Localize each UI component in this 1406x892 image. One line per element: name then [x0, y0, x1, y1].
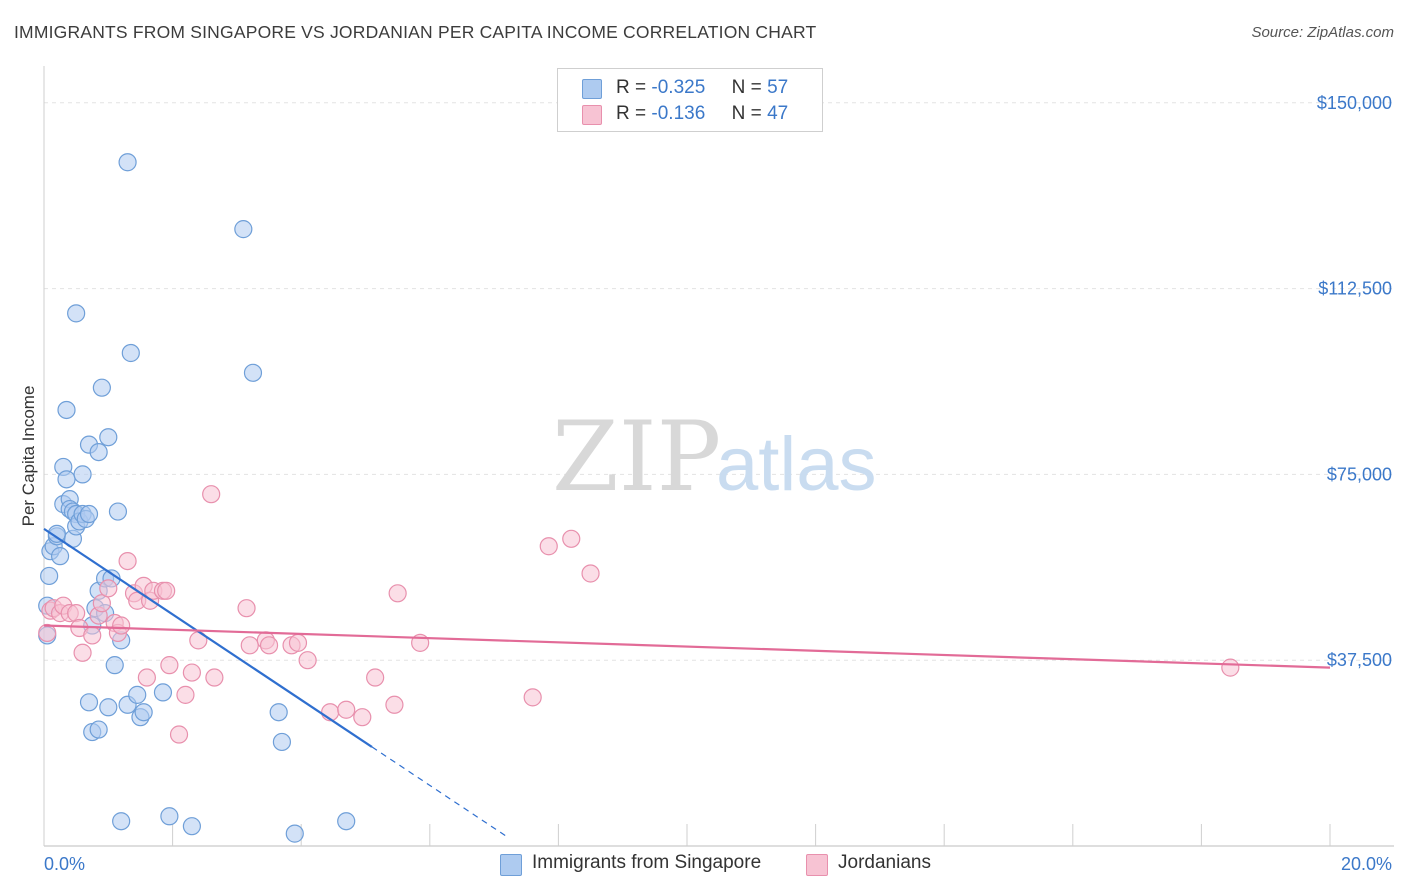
- singapore-trend-extension: [371, 746, 508, 838]
- tick-labels: $37,500 $75,000 $112,500 $150,000 0.0% 20.0%: [44, 93, 1392, 874]
- jordanian-point: [157, 581, 176, 600]
- y-tick-label: $150,000: [1317, 93, 1392, 113]
- jordanian-point: [240, 636, 259, 655]
- singapore-point: [105, 656, 124, 675]
- stats-legend: R = -0.325 N = 57 R = -0.136 N = 47: [557, 68, 823, 132]
- singapore-trend-line: [43, 527, 373, 748]
- y-tick-label: $37,500: [1327, 650, 1392, 670]
- jordanian-point: [237, 599, 256, 618]
- axes: [43, 66, 1394, 847]
- jordanian-point: [288, 633, 308, 652]
- singapore-point: [285, 824, 304, 843]
- jordanian-point: [353, 708, 372, 727]
- jordanian-point: [205, 668, 224, 687]
- singapore-point: [160, 807, 179, 826]
- legend-n-label: N =: [731, 103, 762, 124]
- jordanian-point: [38, 623, 57, 643]
- singapore-point: [243, 363, 263, 382]
- singapore-point: [57, 400, 76, 420]
- jordanian-point: [202, 485, 221, 504]
- x-tick-label: 0.0%: [44, 854, 85, 874]
- singapore-point: [118, 153, 137, 172]
- jordanian-point: [160, 656, 179, 675]
- bottom-legend-label: Jordanians: [838, 852, 931, 873]
- jordanian-point: [523, 688, 542, 707]
- jordanian-point: [112, 616, 131, 635]
- chart-title: IMMIGRANTS FROM SINGAPORE VS JORDANIAN P…: [14, 22, 817, 42]
- singapore-point: [234, 220, 253, 239]
- bottom-legend-label: Immigrants from Singapore: [532, 852, 762, 873]
- singapore-point: [128, 685, 147, 704]
- jordanian-point: [562, 529, 581, 548]
- jordanian-point: [259, 636, 279, 655]
- singapore-point: [92, 378, 111, 397]
- singapore-point: [67, 304, 86, 323]
- singapore-point: [272, 732, 292, 752]
- jordanian-trend-line: [43, 624, 1331, 669]
- jordanian-point: [539, 537, 558, 556]
- singapore-point: [50, 547, 70, 566]
- watermark-zip: ZIP: [552, 401, 721, 513]
- x-tick-label: 20.0%: [1341, 854, 1392, 874]
- jordanian-point: [1221, 658, 1240, 677]
- singapore-point: [73, 465, 92, 484]
- y-tick-label: $112,500: [1318, 279, 1392, 299]
- singapore-point: [121, 343, 140, 363]
- watermark: ZIP atlas: [552, 401, 877, 513]
- jordanian-point: [366, 668, 385, 687]
- gridlines: [44, 102, 1394, 661]
- jordanian-point: [388, 584, 407, 603]
- legend-n-value: 57: [767, 77, 789, 98]
- singapore-point: [153, 683, 173, 702]
- jordanian-point: [83, 626, 102, 645]
- singapore-point: [134, 703, 153, 722]
- jordanian-point: [182, 663, 201, 682]
- legend-swatch-pink: [582, 105, 602, 125]
- singapore-point: [89, 442, 108, 462]
- jordanian-point: [118, 551, 137, 571]
- jordanian-point: [169, 725, 189, 744]
- jordanian-point: [298, 651, 317, 670]
- legend-r-label: R =: [616, 77, 647, 98]
- singapore-point: [79, 693, 99, 712]
- singapore-point: [89, 720, 108, 739]
- legend-n-label: N =: [731, 77, 762, 98]
- y-axis-label: Per Capita Income: [19, 386, 38, 527]
- bottom-legend-swatch-pink: [806, 854, 828, 876]
- jordanian-point: [137, 668, 156, 687]
- singapore-point: [40, 566, 59, 586]
- legend-r-value: -0.325: [651, 77, 706, 98]
- singapore-point: [112, 812, 131, 831]
- singapore-point: [337, 812, 356, 831]
- singapore-point: [99, 698, 118, 717]
- jordanian-point: [385, 695, 404, 714]
- y-tick-label: $75,000: [1327, 464, 1392, 484]
- singapore-point: [269, 703, 288, 722]
- jordanian-point: [176, 685, 195, 704]
- source-label: Source: ZipAtlas.com: [1251, 24, 1394, 41]
- singapore-point: [57, 470, 76, 489]
- legend-swatch-blue: [582, 79, 602, 99]
- singapore-point: [182, 817, 201, 836]
- jordanian-point: [337, 700, 356, 719]
- jordanian-point: [67, 604, 86, 623]
- jordanian-point: [99, 579, 118, 598]
- legend-r-value: -0.136: [651, 103, 706, 124]
- legend-r-label: R =: [616, 103, 647, 124]
- watermark-atlas: atlas: [716, 422, 877, 507]
- legend-n-value: 47: [767, 103, 789, 124]
- singapore-point: [79, 504, 99, 524]
- singapore-point: [99, 428, 118, 447]
- singapore-point: [108, 502, 128, 521]
- bottom-legend-swatch-blue: [500, 854, 522, 876]
- trend-lines: [43, 527, 1331, 838]
- jordanian-point: [73, 643, 92, 662]
- jordanian-point: [581, 564, 600, 583]
